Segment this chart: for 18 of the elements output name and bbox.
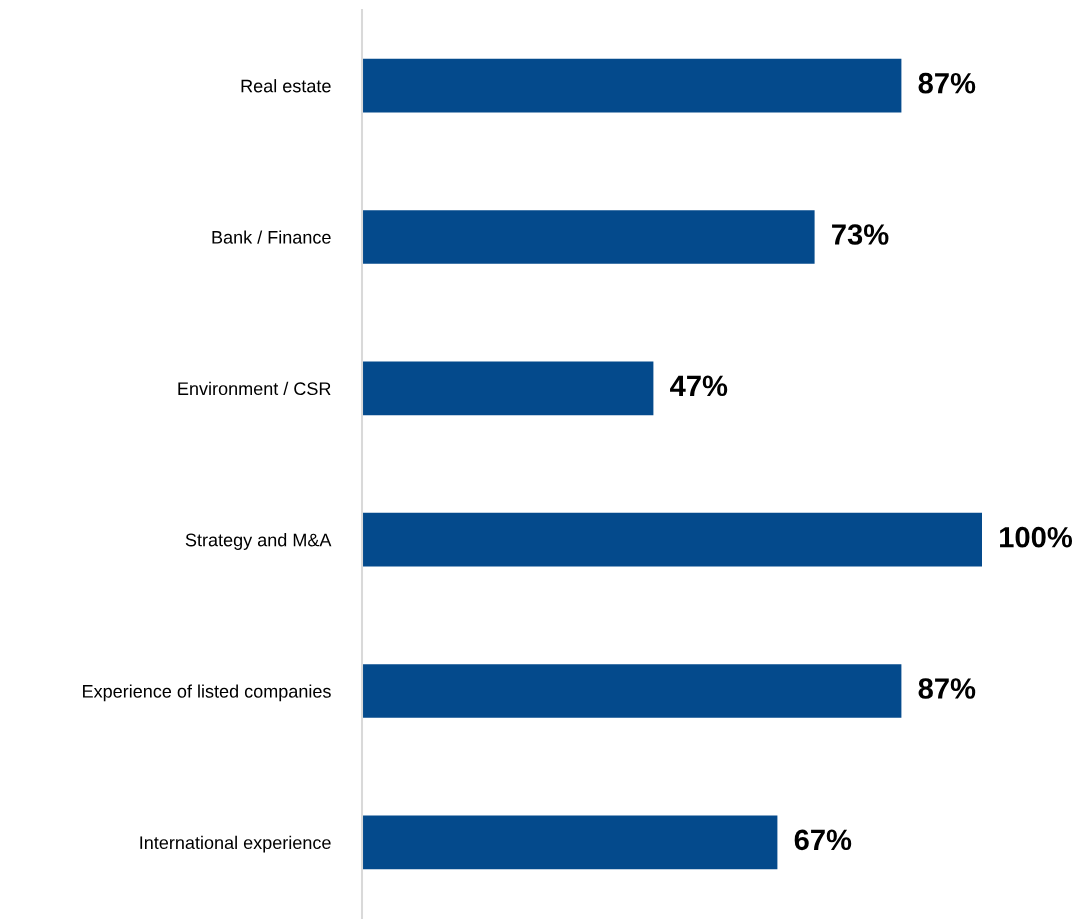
y-tick-label: Strategy and M&A [185, 533, 332, 550]
bar [362, 815, 778, 870]
bar [362, 512, 982, 567]
bar [362, 361, 654, 416]
y-tick-label: Bank / Finance [212, 230, 331, 244]
data-label: 100% [1000, 526, 1073, 548]
data-label: 73% [832, 224, 889, 245]
bar [362, 210, 815, 264]
data-label: 47% [670, 375, 728, 397]
y-tick-label: International experience [140, 835, 331, 853]
y-tick-label: Experience of listed companies [83, 684, 331, 702]
y-tick-label: Environment / CSR [178, 381, 331, 396]
data-label: 67% [794, 829, 852, 851]
bar [362, 58, 902, 113]
data-label: 87% [918, 72, 976, 94]
bar [362, 664, 902, 718]
data-label: 87% [918, 678, 976, 699]
y-tick-label: Real estate [241, 79, 331, 93]
